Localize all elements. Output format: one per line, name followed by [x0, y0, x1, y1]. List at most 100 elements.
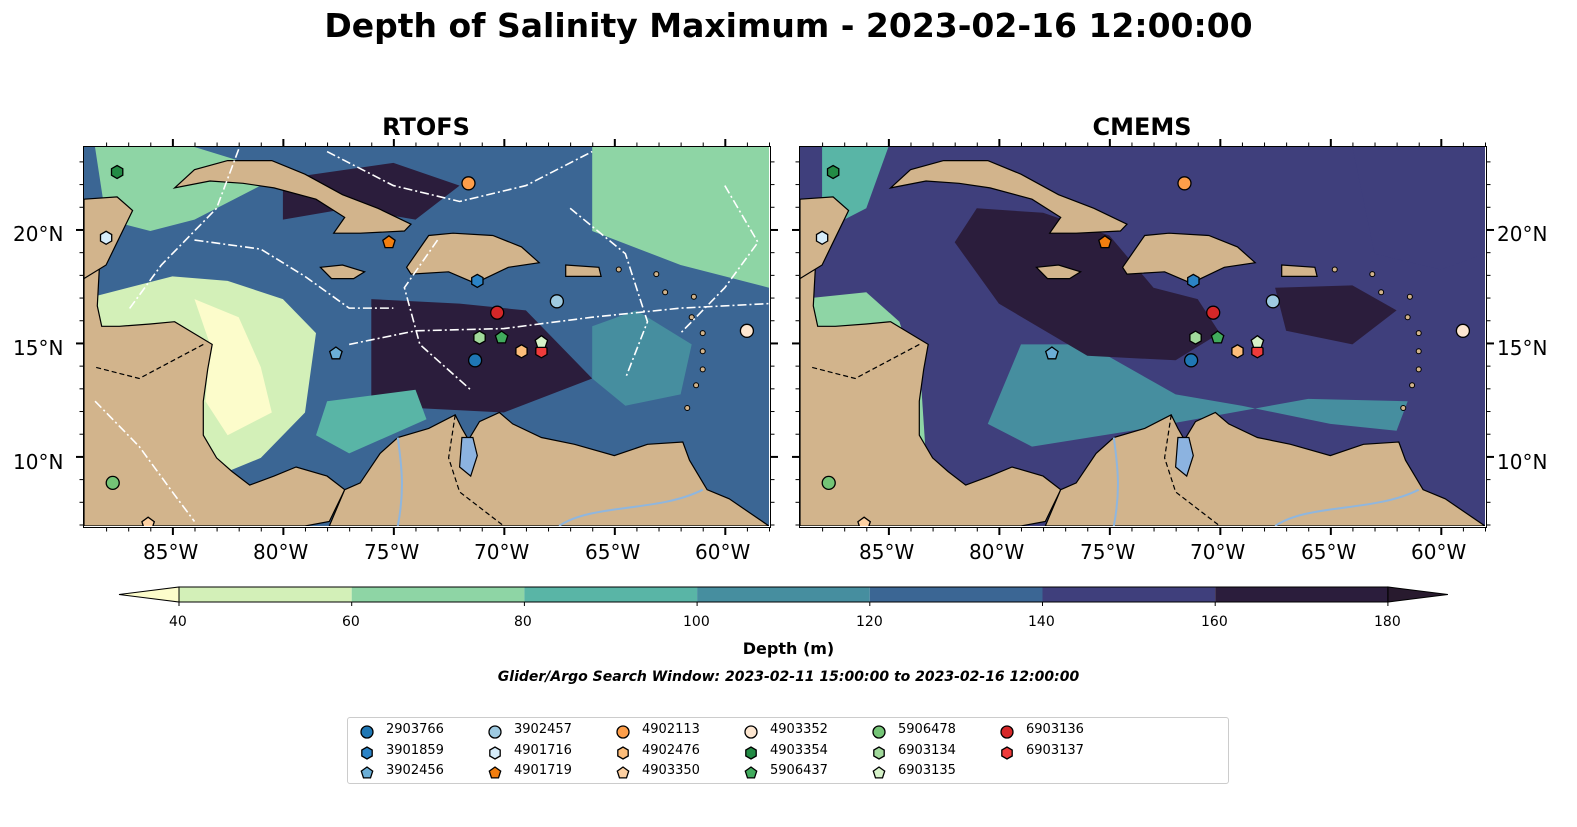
- colorbar-segment: [524, 587, 698, 602]
- float-legend: 2903766 3901859 3902456 3902457 4901716 49017…: [347, 717, 1229, 784]
- lesser-antilles-island: [699, 330, 706, 337]
- atlantic-zone: [1352, 147, 1485, 270]
- land-southamerica: [328, 411, 769, 526]
- lon-label-65w-right: 65°W: [1301, 540, 1357, 564]
- legend-marker-circle: [744, 725, 758, 739]
- legend-marker-icon: [1001, 745, 1013, 760]
- legend-marker-icon: [617, 745, 629, 760]
- lesser-antilles-island: [1331, 266, 1338, 273]
- legend-marker-pentagon: [360, 766, 374, 779]
- orinoco-river: [558, 488, 704, 526]
- lon-label-70w-right: 70°W: [1190, 540, 1246, 564]
- depth-colorbar: [118, 586, 1448, 606]
- float-marker-4902113: [461, 176, 476, 191]
- float-marker-6903134: [1189, 330, 1202, 345]
- land-central: [800, 263, 1062, 526]
- colorbar-tick-160: 160: [1201, 614, 1228, 630]
- lat-label-20n: 20°N: [13, 222, 64, 246]
- current-streamline: [127, 148, 240, 311]
- legend-marker-circle: [360, 725, 374, 739]
- legend-marker-icon: [744, 766, 758, 779]
- lesser-antilles-island: [1404, 314, 1411, 321]
- float-marker-2903766: [467, 353, 483, 368]
- colorbar-segment: [351, 587, 525, 602]
- legend-label: 5906437: [770, 763, 828, 778]
- legend-marker-icon: [360, 725, 374, 739]
- colorbar-tick-100: 100: [683, 614, 710, 630]
- float-marker-4902113: [1177, 176, 1192, 191]
- lon-label-60w-right: 60°W: [1411, 540, 1467, 564]
- central-deep-zone: [371, 299, 593, 413]
- float-marker-5906478: [821, 475, 836, 491]
- colorbar-tick-40: 40: [169, 614, 187, 630]
- float-marker-4902476: [1231, 344, 1244, 359]
- lake-maracaibo: [458, 436, 478, 478]
- lon-label-75w: 75°W: [364, 540, 420, 564]
- legend-marker-icon: [361, 745, 373, 760]
- float-marker-6903136: [490, 305, 505, 320]
- legend-label: 3902456: [386, 763, 444, 778]
- orinoco-river: [1274, 488, 1420, 526]
- float-marker-2903766: [1183, 353, 1199, 368]
- legend-marker-icon: [745, 745, 757, 760]
- lon-label-65w: 65°W: [585, 540, 641, 564]
- float-marker-4902476: [515, 344, 528, 359]
- land-jamaica: [319, 264, 367, 280]
- legend-marker-icon: [872, 766, 886, 779]
- legend-label: 4903350: [642, 763, 700, 778]
- legend-marker-icon: [488, 725, 502, 739]
- shallow-core-zone: [194, 299, 272, 436]
- legend-marker-icon: [488, 766, 502, 779]
- colorbar-extend-high: [1387, 586, 1448, 603]
- legend-label: 6903134: [898, 742, 956, 758]
- colorbar-segment: [179, 587, 352, 602]
- eastern-deep-zone: [1275, 285, 1397, 345]
- colorbar-segment: [697, 587, 870, 602]
- legend-marker-pentagon: [616, 766, 630, 779]
- legend-label: 6903135: [898, 763, 956, 778]
- legend-label: 4901716: [514, 742, 572, 758]
- lesser-antilles-island: [690, 293, 697, 300]
- country-border: [810, 343, 920, 380]
- legend-marker-circle: [872, 725, 886, 739]
- colorbar-extend-low: [118, 586, 180, 603]
- columbia-basin-zone: [316, 389, 427, 454]
- colorbar-tick-180: 180: [1374, 614, 1401, 630]
- lon-label-70w: 70°W: [474, 540, 530, 564]
- float-marker-4903352: [739, 323, 755, 338]
- legend-marker-hexagon: [361, 745, 373, 760]
- lesser-antilles-island: [1406, 293, 1413, 300]
- lesser-antilles-island: [653, 271, 660, 278]
- lat-label-20n-right: 20°N: [1497, 222, 1548, 246]
- legend-label: 4901719: [514, 763, 572, 778]
- float-marker-3901859: [471, 273, 484, 289]
- country-border: [1163, 414, 1221, 526]
- legend-marker-hexagon: [489, 745, 501, 760]
- float-marker-4901719: [382, 234, 396, 249]
- legend-marker-circle: [616, 725, 630, 739]
- legend-label: 3901859: [386, 742, 444, 758]
- float-marker-3901859: [1187, 273, 1200, 289]
- legend-marker-pentagon: [872, 766, 886, 779]
- panel-title-rtofs: RTOFS: [382, 113, 470, 141]
- float-marker-6903136: [1206, 305, 1221, 320]
- legend-marker-icon: [489, 745, 501, 760]
- colorbar-tick-140: 140: [1028, 614, 1055, 630]
- lake-maracaibo: [1174, 436, 1194, 478]
- float-marker-4901719: [1098, 234, 1112, 249]
- float-marker-4903354: [110, 164, 124, 180]
- lat-label-15n: 15°N: [13, 336, 64, 360]
- land-cuba: [172, 160, 413, 234]
- legend-marker-icon: [873, 745, 885, 760]
- current-streamline: [349, 302, 769, 346]
- ne-green-zone: [592, 147, 769, 288]
- lesser-antilles-island: [615, 266, 622, 273]
- land-cuba: [888, 160, 1129, 234]
- current-streamline: [194, 239, 394, 309]
- lesser-antilles-island: [688, 314, 695, 321]
- lat-label-10n-right: 10°N: [1497, 450, 1548, 474]
- country-border: [94, 343, 204, 380]
- float-marker-6903137: [535, 344, 548, 359]
- legend-label: 3902457: [514, 722, 572, 737]
- float-marker-6903134: [473, 330, 486, 345]
